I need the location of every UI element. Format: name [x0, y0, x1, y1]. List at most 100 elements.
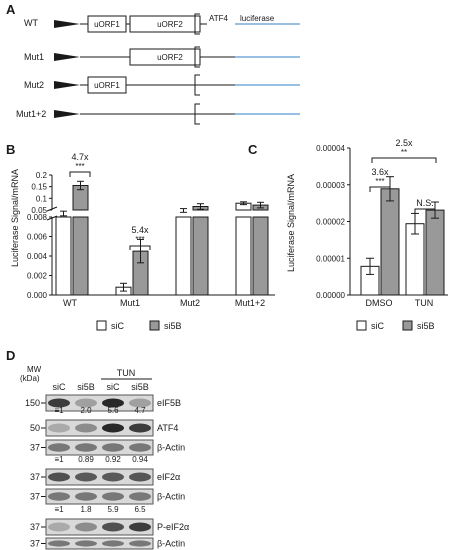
significance-bracket — [369, 186, 391, 192]
construct-name: Mut1 — [24, 52, 44, 62]
atf4-start-bracket — [194, 103, 200, 125]
construct-wt: WT uORF1 uORF2 ATF4 luciferase — [24, 13, 300, 35]
fold-change-label: 5.4x — [131, 225, 149, 235]
blot-band — [75, 472, 97, 482]
uorf1-label: uORF1 — [94, 81, 120, 90]
category-label: Mut1 — [120, 298, 140, 308]
uorf1-box — [87, 76, 127, 94]
y-tick-label: 0.008 — [27, 213, 48, 222]
y-tick-label: 0.006 — [27, 233, 48, 242]
blot-band — [102, 540, 124, 547]
mw-marker-label: 37 — [30, 443, 40, 453]
band-quantification: 5.6 — [107, 406, 119, 415]
significance-bracket — [129, 245, 151, 250]
blot-strip — [45, 537, 154, 550]
y-tick-label: 0.05 — [31, 206, 47, 215]
legend-label-sic: siC — [371, 321, 384, 331]
y-tick-label: 0.002 — [27, 272, 48, 281]
uorf1-box — [87, 15, 127, 33]
uorf2-label: uORF2 — [157, 53, 183, 62]
category-label: Mut2 — [180, 298, 200, 308]
y-tick-label: 0.004 — [27, 252, 48, 261]
y-tick-label: 0.00002 — [316, 218, 345, 227]
bar-si5B-TUN — [425, 209, 445, 296]
blot-band — [102, 522, 124, 532]
blot-band — [48, 540, 70, 547]
bar-si5B-WT — [72, 216, 89, 296]
blot-strip — [45, 419, 154, 437]
blot-strip — [45, 518, 154, 536]
panel-d-label: D — [6, 348, 15, 363]
blot-band — [102, 472, 124, 482]
significance-label: *** — [135, 235, 144, 244]
legend-label-sic: siC — [111, 321, 124, 331]
blot-band — [48, 443, 70, 452]
blot-band — [129, 522, 151, 532]
band-quantification: 0.94 — [132, 455, 148, 464]
blot-band — [75, 443, 97, 452]
promoter-arrow-icon — [54, 53, 80, 61]
significance-label: *** — [75, 162, 84, 171]
y-tick-label: 0.00003 — [316, 181, 345, 190]
band-quantification: 6.5 — [134, 505, 146, 514]
protein-label: P-eIF2α — [157, 522, 189, 532]
blot-band — [129, 492, 151, 501]
axis-break-mark — [46, 215, 58, 221]
panel-c-ylabel: Luciferase Signal/mRNA — [286, 174, 296, 272]
y-tick-label: 0.2 — [36, 171, 48, 180]
uorf2-label: uORF2 — [157, 20, 183, 29]
mw-marker-label: 37 — [30, 539, 40, 549]
construct-name: Mut2 — [24, 80, 44, 90]
blot-band — [48, 492, 70, 501]
panel-b-ylabel: Luciferase Signal/mRNA — [10, 169, 20, 267]
blot-band — [75, 492, 97, 501]
category-label: TUN — [415, 298, 434, 308]
blot-band — [129, 423, 151, 433]
blot-band — [48, 423, 70, 433]
y-tick-label: 0.15 — [31, 183, 47, 192]
band-quantification: 2.0 — [80, 406, 92, 415]
blot-strip — [45, 488, 154, 505]
blot-band — [75, 522, 97, 532]
panel-c-legend: siC si5B — [356, 320, 435, 331]
fold-change-label: 2.5x — [395, 138, 413, 148]
blot-strip — [45, 394, 154, 412]
panel-c-label: C — [248, 142, 258, 157]
category-label: Mut1+2 — [235, 298, 265, 308]
atf4-start-bracket — [194, 74, 200, 96]
blot-band — [102, 398, 124, 408]
protein-label: eIF2α — [157, 472, 180, 482]
lane-label: siC — [53, 382, 66, 392]
panel-b-annotations: 4.7x *** 5.4x *** — [69, 152, 151, 250]
axis-break-mark — [46, 206, 58, 212]
bar-siC-Mut2 — [175, 216, 192, 296]
mw-marker-label: 37 — [30, 472, 40, 482]
lane-label: si5B — [131, 382, 149, 392]
blot-band — [48, 472, 70, 482]
band-quantification: 5.9 — [107, 505, 119, 514]
significance-bracket — [69, 171, 91, 177]
y-tick-label: 0.00001 — [316, 254, 345, 263]
mw-label: MW — [27, 365, 42, 374]
band-quantification: 1.8 — [80, 505, 92, 514]
panel-b-legend: siC si5B — [96, 320, 182, 331]
blot-band — [102, 443, 124, 452]
significance-label: N.S. — [416, 198, 434, 208]
band-quantification: 4.7 — [134, 406, 146, 415]
bar-si5B-Mut1+2 — [252, 216, 269, 296]
uorf2-box — [129, 15, 201, 33]
y-tick-label: 0.00004 — [316, 144, 345, 153]
atf4-label-bg — [207, 16, 237, 26]
uorf2-box — [129, 48, 201, 66]
promoter-arrow-icon — [54, 110, 80, 118]
blot-band — [75, 423, 97, 433]
construct-mut1: Mut1 uORF2 — [24, 46, 300, 68]
legend-swatch-sic — [356, 320, 367, 331]
legend-swatch-si5b — [149, 320, 160, 331]
blot-band — [129, 443, 151, 452]
protein-label: β-Actin — [157, 539, 185, 549]
bar-siC-Mut1+2 — [235, 216, 252, 296]
blot-strip — [45, 439, 154, 456]
